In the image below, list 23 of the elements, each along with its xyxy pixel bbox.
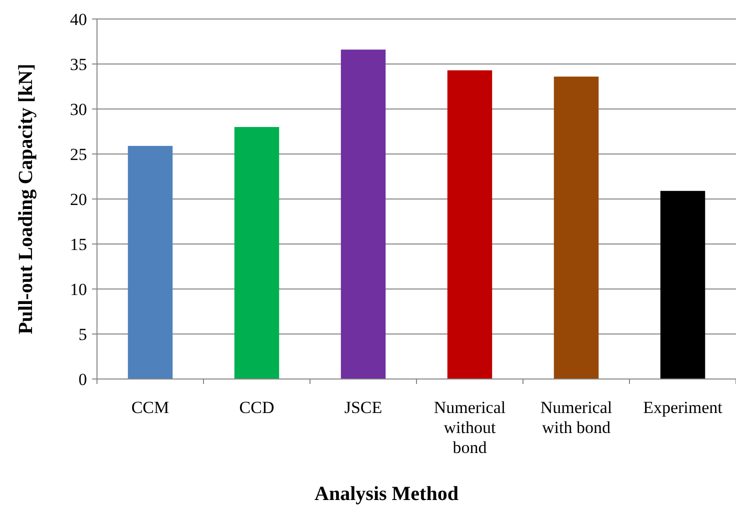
- y-tick-label: 40: [70, 10, 87, 29]
- x-axis-title: Analysis Method: [314, 483, 458, 505]
- x-tick-label: Experiment: [643, 398, 723, 417]
- y-axis-title: Pull-out Loading Capacity [kN]: [15, 64, 37, 334]
- bar: [447, 70, 492, 379]
- x-tick-label: CCM: [131, 398, 170, 417]
- bar: [660, 190, 706, 379]
- y-tick-label: 10: [70, 280, 87, 299]
- bar: [234, 127, 280, 379]
- bar: [128, 146, 173, 379]
- y-tick-label: 35: [70, 54, 87, 74]
- y-tick-label: 15: [70, 234, 87, 254]
- x-tick-label: CCD: [239, 398, 274, 417]
- y-tick-label: 20: [70, 190, 87, 209]
- bar: [340, 50, 386, 379]
- x-tick-label: Numerical without bond: [434, 398, 506, 457]
- y-tick-label: 5: [78, 324, 87, 344]
- y-tick-label: 0: [78, 370, 87, 389]
- x-tick-label: Numerical with bond: [540, 398, 612, 437]
- y-tick-label: 25: [70, 144, 87, 164]
- x-tick-label: JSCE: [344, 398, 382, 417]
- y-tick-label: 30: [70, 100, 87, 119]
- bar: [554, 76, 599, 379]
